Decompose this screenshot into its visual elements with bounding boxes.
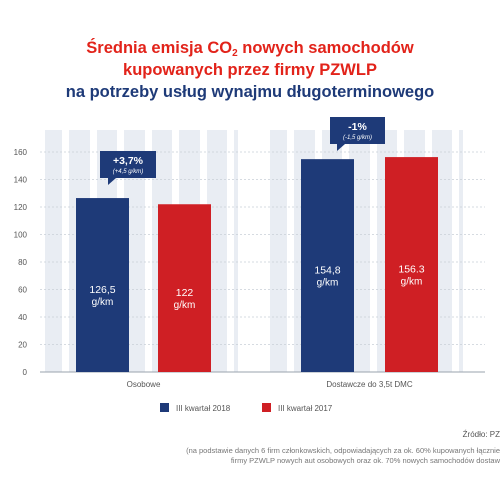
source-label: Źródło: PZ bbox=[462, 430, 500, 439]
y-tick-label: 80 bbox=[18, 258, 27, 267]
bar-unit-label: g/km bbox=[174, 300, 196, 311]
bar-unit-label: g/km bbox=[92, 297, 114, 308]
legend-label: III kwartał 2017 bbox=[278, 404, 333, 413]
bar-value-label: 156.3 bbox=[398, 264, 424, 276]
change-callout-box bbox=[100, 151, 156, 178]
x-category-label: Osobowe bbox=[127, 380, 161, 389]
panel-stripe bbox=[452, 130, 459, 372]
change-callout-value: -1% bbox=[348, 121, 367, 133]
bar-value-label: 154,8 bbox=[314, 265, 340, 277]
y-tick-label: 20 bbox=[18, 341, 27, 350]
y-tick-label: 60 bbox=[18, 286, 27, 295]
bar bbox=[76, 198, 129, 372]
y-tick-label: 140 bbox=[14, 176, 28, 185]
title-subscript: 2 bbox=[232, 48, 238, 59]
change-callout-box bbox=[330, 117, 385, 144]
footnote-line-1: (na podstawie danych 6 firm członkowskic… bbox=[186, 446, 500, 455]
change-callout-pointer bbox=[108, 178, 116, 185]
y-tick-label: 100 bbox=[14, 231, 28, 240]
bar bbox=[158, 204, 211, 372]
change-callout-pointer bbox=[337, 144, 345, 151]
bar bbox=[385, 157, 438, 372]
panel-stripe bbox=[227, 130, 234, 372]
x-category-label: Dostawcze do 3,5t DMC bbox=[326, 380, 412, 389]
bar-value-label: 126,5 bbox=[89, 284, 115, 296]
chart-subtitle: na potrzeby usług wynajmu długoterminowe… bbox=[65, 83, 435, 101]
change-callout-value: +3,7% bbox=[113, 155, 144, 167]
legend-swatch bbox=[262, 403, 271, 412]
change-callout-detail: (-1,5 g/km) bbox=[343, 135, 372, 141]
y-tick-label: 160 bbox=[14, 148, 28, 157]
legend-swatch bbox=[160, 403, 169, 412]
y-tick-label: 0 bbox=[23, 368, 28, 377]
y-tick-label: 120 bbox=[14, 203, 28, 212]
legend-label: III kwartał 2018 bbox=[176, 404, 231, 413]
y-tick-label: 40 bbox=[18, 313, 27, 322]
bar bbox=[301, 159, 354, 372]
bar-value-label: 122 bbox=[176, 287, 194, 299]
chart-title-line-2: kupowanych przez firmy PZWLP bbox=[123, 61, 377, 79]
footnote-line-2: firmy PZWLP nowych aut osobowych oraz ok… bbox=[230, 456, 500, 465]
title-text-pre: Średnia emisja CO bbox=[86, 39, 233, 57]
panel-stripe bbox=[370, 130, 377, 372]
panel-stripe bbox=[145, 130, 152, 372]
change-callout-detail: (+4,5 g/km) bbox=[113, 169, 144, 175]
title-text-post: nowych samochodów bbox=[237, 39, 414, 57]
panel-stripe bbox=[287, 130, 294, 372]
bar-unit-label: g/km bbox=[401, 277, 423, 288]
panel-stripe bbox=[62, 130, 69, 372]
chart-title-line-1: Średnia emisja CO2 nowych samochodów bbox=[0, 37, 500, 59]
bar-unit-label: g/km bbox=[317, 278, 339, 289]
